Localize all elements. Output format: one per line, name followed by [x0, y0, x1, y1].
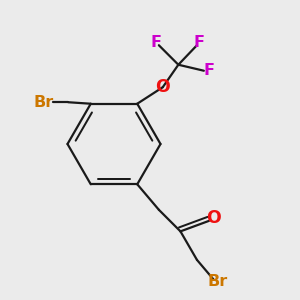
Text: Br: Br [33, 95, 53, 110]
Text: Br: Br [208, 274, 228, 289]
Text: O: O [155, 78, 170, 96]
Text: O: O [206, 209, 221, 227]
Text: F: F [204, 63, 215, 78]
Text: F: F [194, 35, 205, 50]
Text: F: F [151, 35, 162, 50]
